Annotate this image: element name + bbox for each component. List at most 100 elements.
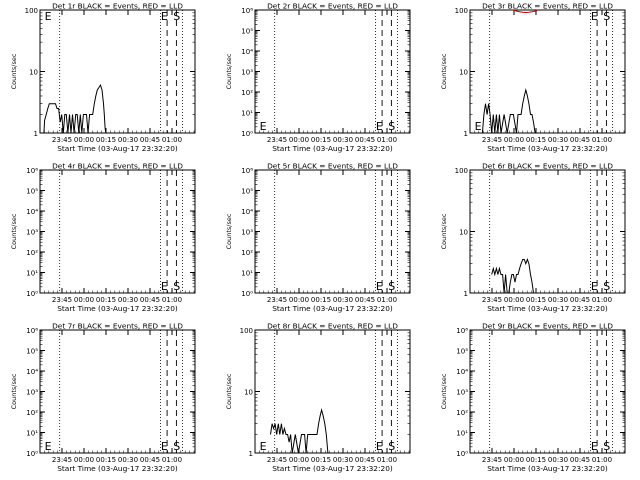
y-tick-label: 10⁶ (456, 327, 468, 335)
series-line-2 (513, 9, 539, 14)
y-axis-label: Counts/sec (10, 53, 18, 89)
y-tick-label: 1 (34, 130, 38, 138)
x-axis-label: Start Time (03-Aug-17 23:32:20) (57, 464, 178, 473)
y-tick-label: 100 (25, 7, 38, 15)
marker-label-s: S (603, 440, 610, 453)
y-tick-label: 10⁴ (26, 368, 38, 376)
x-axis-label: Start Time (03-Aug-17 23:32:20) (57, 304, 178, 313)
y-tick-label: 10² (241, 89, 253, 97)
y-tick-label: 10⁶ (26, 327, 38, 335)
marker-label-e: E (161, 10, 168, 23)
series-line-1 (481, 88, 536, 134)
series-line-1 (43, 83, 107, 134)
y-tick-label: 10⁵ (241, 188, 253, 196)
x-tick-label: 00:00 (74, 136, 94, 144)
x-tick-label: 01:00 (592, 296, 612, 304)
marker-label-s: S (173, 280, 180, 293)
y-tick-label: 100 (455, 7, 468, 15)
panel-det-1r: Det 1r BLACK = Events, RED = LLD 1 10 100 Co… (10, 2, 196, 153)
y-tick-label: 10⁶ (241, 167, 253, 175)
panel-title: Det 5r BLACK = Events, RED = LLD (267, 162, 398, 171)
marker-label-e: E (591, 440, 598, 453)
y-tick-label: 1 (464, 290, 468, 298)
x-axis-label: Start Time (03-Aug-17 23:32:20) (272, 144, 393, 153)
x-tick-label: 23:45 (482, 296, 502, 304)
y-tick-label: 10⁰ (26, 290, 38, 298)
marker-label-e: E (260, 120, 267, 133)
y-tick-label: 10¹ (241, 270, 253, 278)
x-tick-label: 00:00 (289, 456, 309, 464)
marker-label-e: E (376, 280, 383, 293)
y-tick-label: 100 (455, 167, 468, 175)
x-tick-label: 01:00 (377, 136, 397, 144)
panel-det-7r: Det 7r BLACK = Events, RED = LLD 10⁰ 10¹ 10… (10, 322, 196, 473)
plot-frame (469, 329, 626, 454)
y-tick-label: 1 (464, 130, 468, 138)
x-tick-label: 23:45 (52, 296, 72, 304)
panel-det-3r: Det 3r BLACK = Events, RED = LLD 1 10 100 Co… (440, 2, 626, 153)
y-axis-label: Counts/sec (225, 373, 233, 409)
y-tick-label: 10⁶ (26, 167, 38, 175)
x-tick-label: 01:00 (592, 136, 612, 144)
y-tick-label: 10⁵ (26, 188, 38, 196)
y-tick-label: 10⁰ (26, 450, 38, 458)
x-tick-label: 23:45 (267, 456, 287, 464)
x-tick-label: 00:15 (96, 456, 116, 464)
x-tick-label: 00:15 (96, 296, 116, 304)
x-tick-label: 00:30 (548, 136, 568, 144)
marker-label-e: E (591, 280, 598, 293)
y-tick-label: 10⁶ (241, 7, 253, 15)
panel-det-4r: Det 4r BLACK = Events, RED = LLD 10⁰ 10¹ 10… (10, 162, 196, 313)
plot-frame (254, 9, 411, 134)
panel-det-5r: Det 5r BLACK = Events, RED = LLD 10⁰ 10¹ 10… (225, 162, 411, 313)
marker-label-e: E (260, 440, 267, 453)
x-tick-label: 01:00 (377, 456, 397, 464)
panel-title: Det 8r BLACK = Events, RED = LLD (267, 322, 398, 331)
x-tick-label: 00:00 (289, 296, 309, 304)
x-axis-label: Start Time (03-Aug-17 23:32:20) (487, 304, 608, 313)
panel-title: Det 9r BLACK = Events, RED = LLD (482, 322, 613, 331)
panel-title: Det 3r BLACK = Events, RED = LLD (482, 2, 613, 11)
x-tick-label: 23:45 (52, 136, 72, 144)
y-tick-label: 10 (29, 69, 38, 77)
y-tick-label: 10¹ (456, 430, 468, 438)
y-axis-label: Counts/sec (225, 213, 233, 249)
x-tick-label: 01:00 (162, 136, 182, 144)
y-tick-label: 10⁴ (456, 368, 468, 376)
x-tick-label: 23:45 (482, 456, 502, 464)
x-tick-label: 00:00 (504, 136, 524, 144)
x-tick-label: 00:00 (504, 456, 524, 464)
y-tick-label: 10⁰ (241, 130, 253, 138)
x-tick-label: 00:45 (140, 136, 160, 144)
y-tick-label: 10¹ (26, 430, 38, 438)
x-axis-label: Start Time (03-Aug-17 23:32:20) (272, 464, 393, 473)
marker-label-e: E (161, 440, 168, 453)
marker-label-s: S (603, 280, 610, 293)
x-tick-label: 00:15 (526, 456, 546, 464)
marker-label-s: S (603, 10, 610, 23)
x-tick-label: 00:15 (311, 136, 331, 144)
marker-label-s: S (173, 440, 180, 453)
x-tick-label: 23:45 (267, 136, 287, 144)
panel-det-6r: Det 6r BLACK = Events, RED = LLD 1 10 100 Co… (440, 162, 626, 313)
panel-title: Det 7r BLACK = Events, RED = LLD (52, 322, 183, 331)
marker-label-s: S (388, 280, 395, 293)
y-tick-label: 10⁴ (26, 208, 38, 216)
x-tick-label: 00:45 (570, 296, 590, 304)
x-tick-label: 00:00 (289, 136, 309, 144)
y-axis-label: Counts/sec (225, 53, 233, 89)
x-tick-label: 00:15 (311, 456, 331, 464)
marker-label-e: E (45, 10, 52, 23)
y-tick-label: 10² (26, 409, 38, 417)
y-axis-label: Counts/sec (10, 373, 18, 409)
x-tick-label: 00:45 (355, 296, 375, 304)
y-tick-label: 10¹ (241, 110, 253, 118)
y-tick-label: 10⁰ (241, 290, 253, 298)
y-axis-label: Counts/sec (440, 373, 448, 409)
plot-frame (39, 169, 196, 294)
marker-label-e: E (475, 120, 482, 133)
plot-frame (39, 329, 196, 454)
y-axis-label: Counts/sec (10, 213, 18, 249)
x-tick-label: 00:45 (570, 136, 590, 144)
x-tick-label: 00:15 (526, 296, 546, 304)
